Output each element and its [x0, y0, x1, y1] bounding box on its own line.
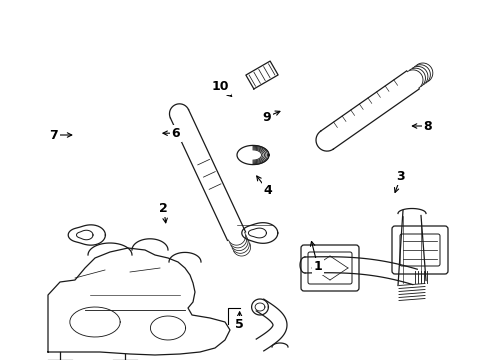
Text: 4: 4 — [263, 184, 272, 197]
Text: 2: 2 — [159, 202, 168, 215]
Text: 10: 10 — [211, 80, 228, 93]
Text: 6: 6 — [171, 127, 180, 140]
Text: 5: 5 — [235, 318, 244, 330]
Text: 9: 9 — [262, 111, 270, 123]
Text: 1: 1 — [313, 260, 322, 273]
Text: 3: 3 — [396, 170, 405, 183]
Text: 7: 7 — [49, 129, 58, 141]
Text: 8: 8 — [423, 120, 431, 132]
